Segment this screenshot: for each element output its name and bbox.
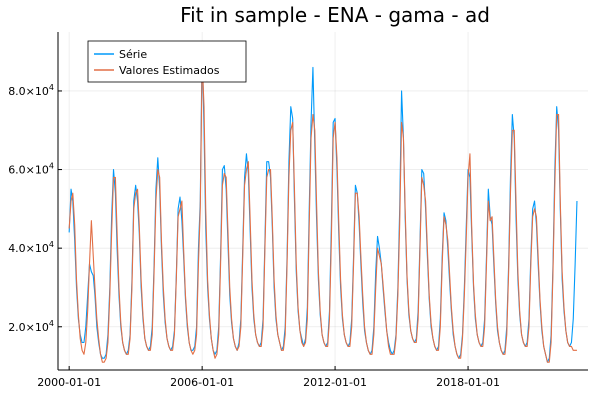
y-ticks: 2.0×104 4.0×104 6.0×104 8.0×104 <box>8 83 62 334</box>
y-tick-label: 6.0×104 <box>8 162 54 177</box>
x-tick-label: 2000-01-01 <box>37 376 101 389</box>
axes <box>57 32 588 371</box>
legend-label-valores-estimados: Valores Estimados <box>119 64 220 77</box>
series-group <box>68 43 578 363</box>
x-ticks: 2000-01-01 2006-01-01 2012-01-01 2018-01-01 <box>37 366 500 389</box>
y-tick-label: 2.0×104 <box>8 319 54 334</box>
legend: Série Valores Estimados <box>87 40 247 83</box>
y-tick-label: 4.0×104 <box>8 240 54 255</box>
legend-box <box>87 40 247 83</box>
series-line-valores-estimados <box>68 58 577 363</box>
x-tick-label: 2018-01-01 <box>436 376 500 389</box>
y-tick-label: 8.0×104 <box>8 83 54 98</box>
series-line-serie <box>68 43 578 363</box>
legend-label-serie: Série <box>119 48 147 61</box>
x-tick-label: 2012-01-01 <box>303 376 367 389</box>
chart-title: Fit in sample - ENA - gama - ad <box>180 3 490 27</box>
x-tick-label: 2006-01-01 <box>170 376 234 389</box>
